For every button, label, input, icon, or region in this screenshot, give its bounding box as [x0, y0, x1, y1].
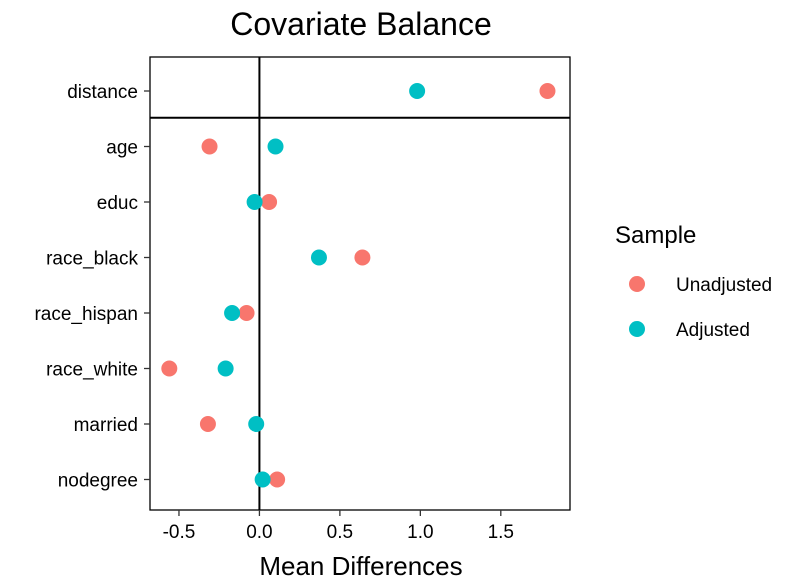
point-unadjusted-nodegree — [269, 471, 286, 488]
y-tick-label-educ: educ — [97, 193, 138, 214]
y-tick-label-race_black: race_black — [46, 249, 138, 270]
point-adjusted-married — [248, 416, 265, 432]
data-points — [161, 83, 556, 488]
legend-key-adjusted — [629, 321, 645, 337]
x-tick-label: 0.0 — [246, 522, 272, 543]
y-tick-label-race_hispan: race_hispan — [34, 304, 138, 325]
point-unadjusted-race_black — [354, 249, 371, 266]
x-tick-label: 1.0 — [407, 522, 433, 543]
point-unadjusted-married — [199, 416, 216, 432]
legend-label-adjusted: Adjusted — [676, 320, 750, 341]
y-tick-label-married: married — [74, 415, 138, 436]
x-tick-label: 0.5 — [327, 522, 353, 543]
y-axis: distance age educ race_black race_hispanrace… — [34, 82, 150, 492]
legend-label-unadjusted: Unadjusted — [676, 275, 772, 296]
x-tick-label: -0.5 — [163, 522, 196, 543]
point-adjusted-educ — [246, 194, 263, 210]
point-adjusted-race_hispan — [224, 305, 241, 321]
point-adjusted-race_black — [310, 249, 327, 266]
x-tick-label: 1.5 — [488, 522, 514, 543]
point-adjusted-distance — [409, 83, 426, 99]
point-adjusted-race_white — [217, 360, 234, 377]
legend-key-unadjusted — [629, 276, 645, 292]
point-unadjusted-distance — [539, 83, 556, 99]
chart-title: Covariate Balance — [230, 6, 491, 42]
panel-border — [149, 56, 571, 511]
x-axis: -0.5 0.0 0.5 1.0 1.5 — [163, 510, 514, 543]
point-adjusted-nodegree — [254, 471, 271, 488]
plot-panel — [149, 56, 571, 511]
x-axis-title: Mean Differences — [259, 551, 462, 581]
y-tick-label-age: age — [106, 138, 138, 159]
legend-title: Sample — [615, 222, 696, 249]
point-unadjusted-educ — [261, 194, 278, 210]
legend: Sample Unadjusted Adjusted — [615, 222, 772, 341]
y-tick-label-distance: distance — [67, 82, 138, 103]
y-tick-label-nodegree: nodegree — [58, 471, 138, 492]
point-unadjusted-race_white — [161, 360, 178, 377]
y-tick-label-race_white: race_white — [46, 360, 138, 381]
point-unadjusted-age — [201, 138, 218, 155]
point-adjusted-age — [267, 138, 284, 155]
point-unadjusted-race_hispan — [238, 305, 255, 321]
